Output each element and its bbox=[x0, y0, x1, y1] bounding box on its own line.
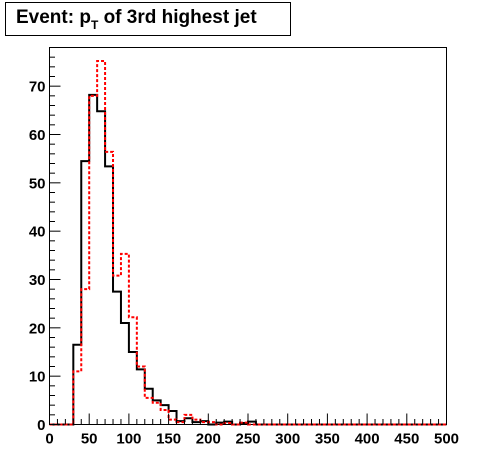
y-tick-label: 50 bbox=[29, 175, 46, 192]
x-tick-label: 150 bbox=[156, 431, 181, 448]
chart-title-prefix: Event: p bbox=[16, 7, 91, 28]
y-tick-label: 30 bbox=[29, 272, 46, 289]
histogram-series-0 bbox=[49, 93, 447, 426]
x-tick-label: 100 bbox=[116, 431, 141, 448]
chart-title-suffix: of 3rd highest jet bbox=[98, 7, 257, 28]
series-layer bbox=[49, 60, 447, 426]
x-tick-label: 300 bbox=[275, 431, 300, 448]
x-tick-label: 450 bbox=[394, 431, 419, 448]
x-axis: 0 50 100 150 200 250 300 350 400 450 500 bbox=[45, 413, 459, 448]
plot-frame bbox=[49, 47, 447, 425]
x-tick-label: 200 bbox=[196, 431, 221, 448]
chart-title-subscript: T bbox=[90, 18, 99, 32]
x-tick-label: 350 bbox=[315, 431, 340, 448]
y-tick-label: 20 bbox=[29, 320, 46, 337]
x-tick-label: 400 bbox=[355, 431, 380, 448]
y-tick-label: 10 bbox=[29, 369, 46, 386]
y-axis: 0 10 20 30 40 50 60 70 bbox=[29, 47, 61, 434]
y-tick-label: 0 bbox=[37, 417, 45, 434]
x-tick-label: 250 bbox=[235, 431, 260, 448]
x-tick-label: 0 bbox=[45, 431, 53, 448]
y-tick-label: 70 bbox=[29, 79, 46, 96]
chart-title: Event: pT of 3rd highest jet bbox=[5, 2, 291, 36]
x-tick-label: 50 bbox=[81, 431, 98, 448]
y-tick-label: 60 bbox=[29, 127, 46, 144]
x-tick-label: 500 bbox=[434, 431, 459, 448]
y-tick-label: 40 bbox=[29, 224, 46, 241]
histogram-series-1 bbox=[49, 60, 447, 426]
